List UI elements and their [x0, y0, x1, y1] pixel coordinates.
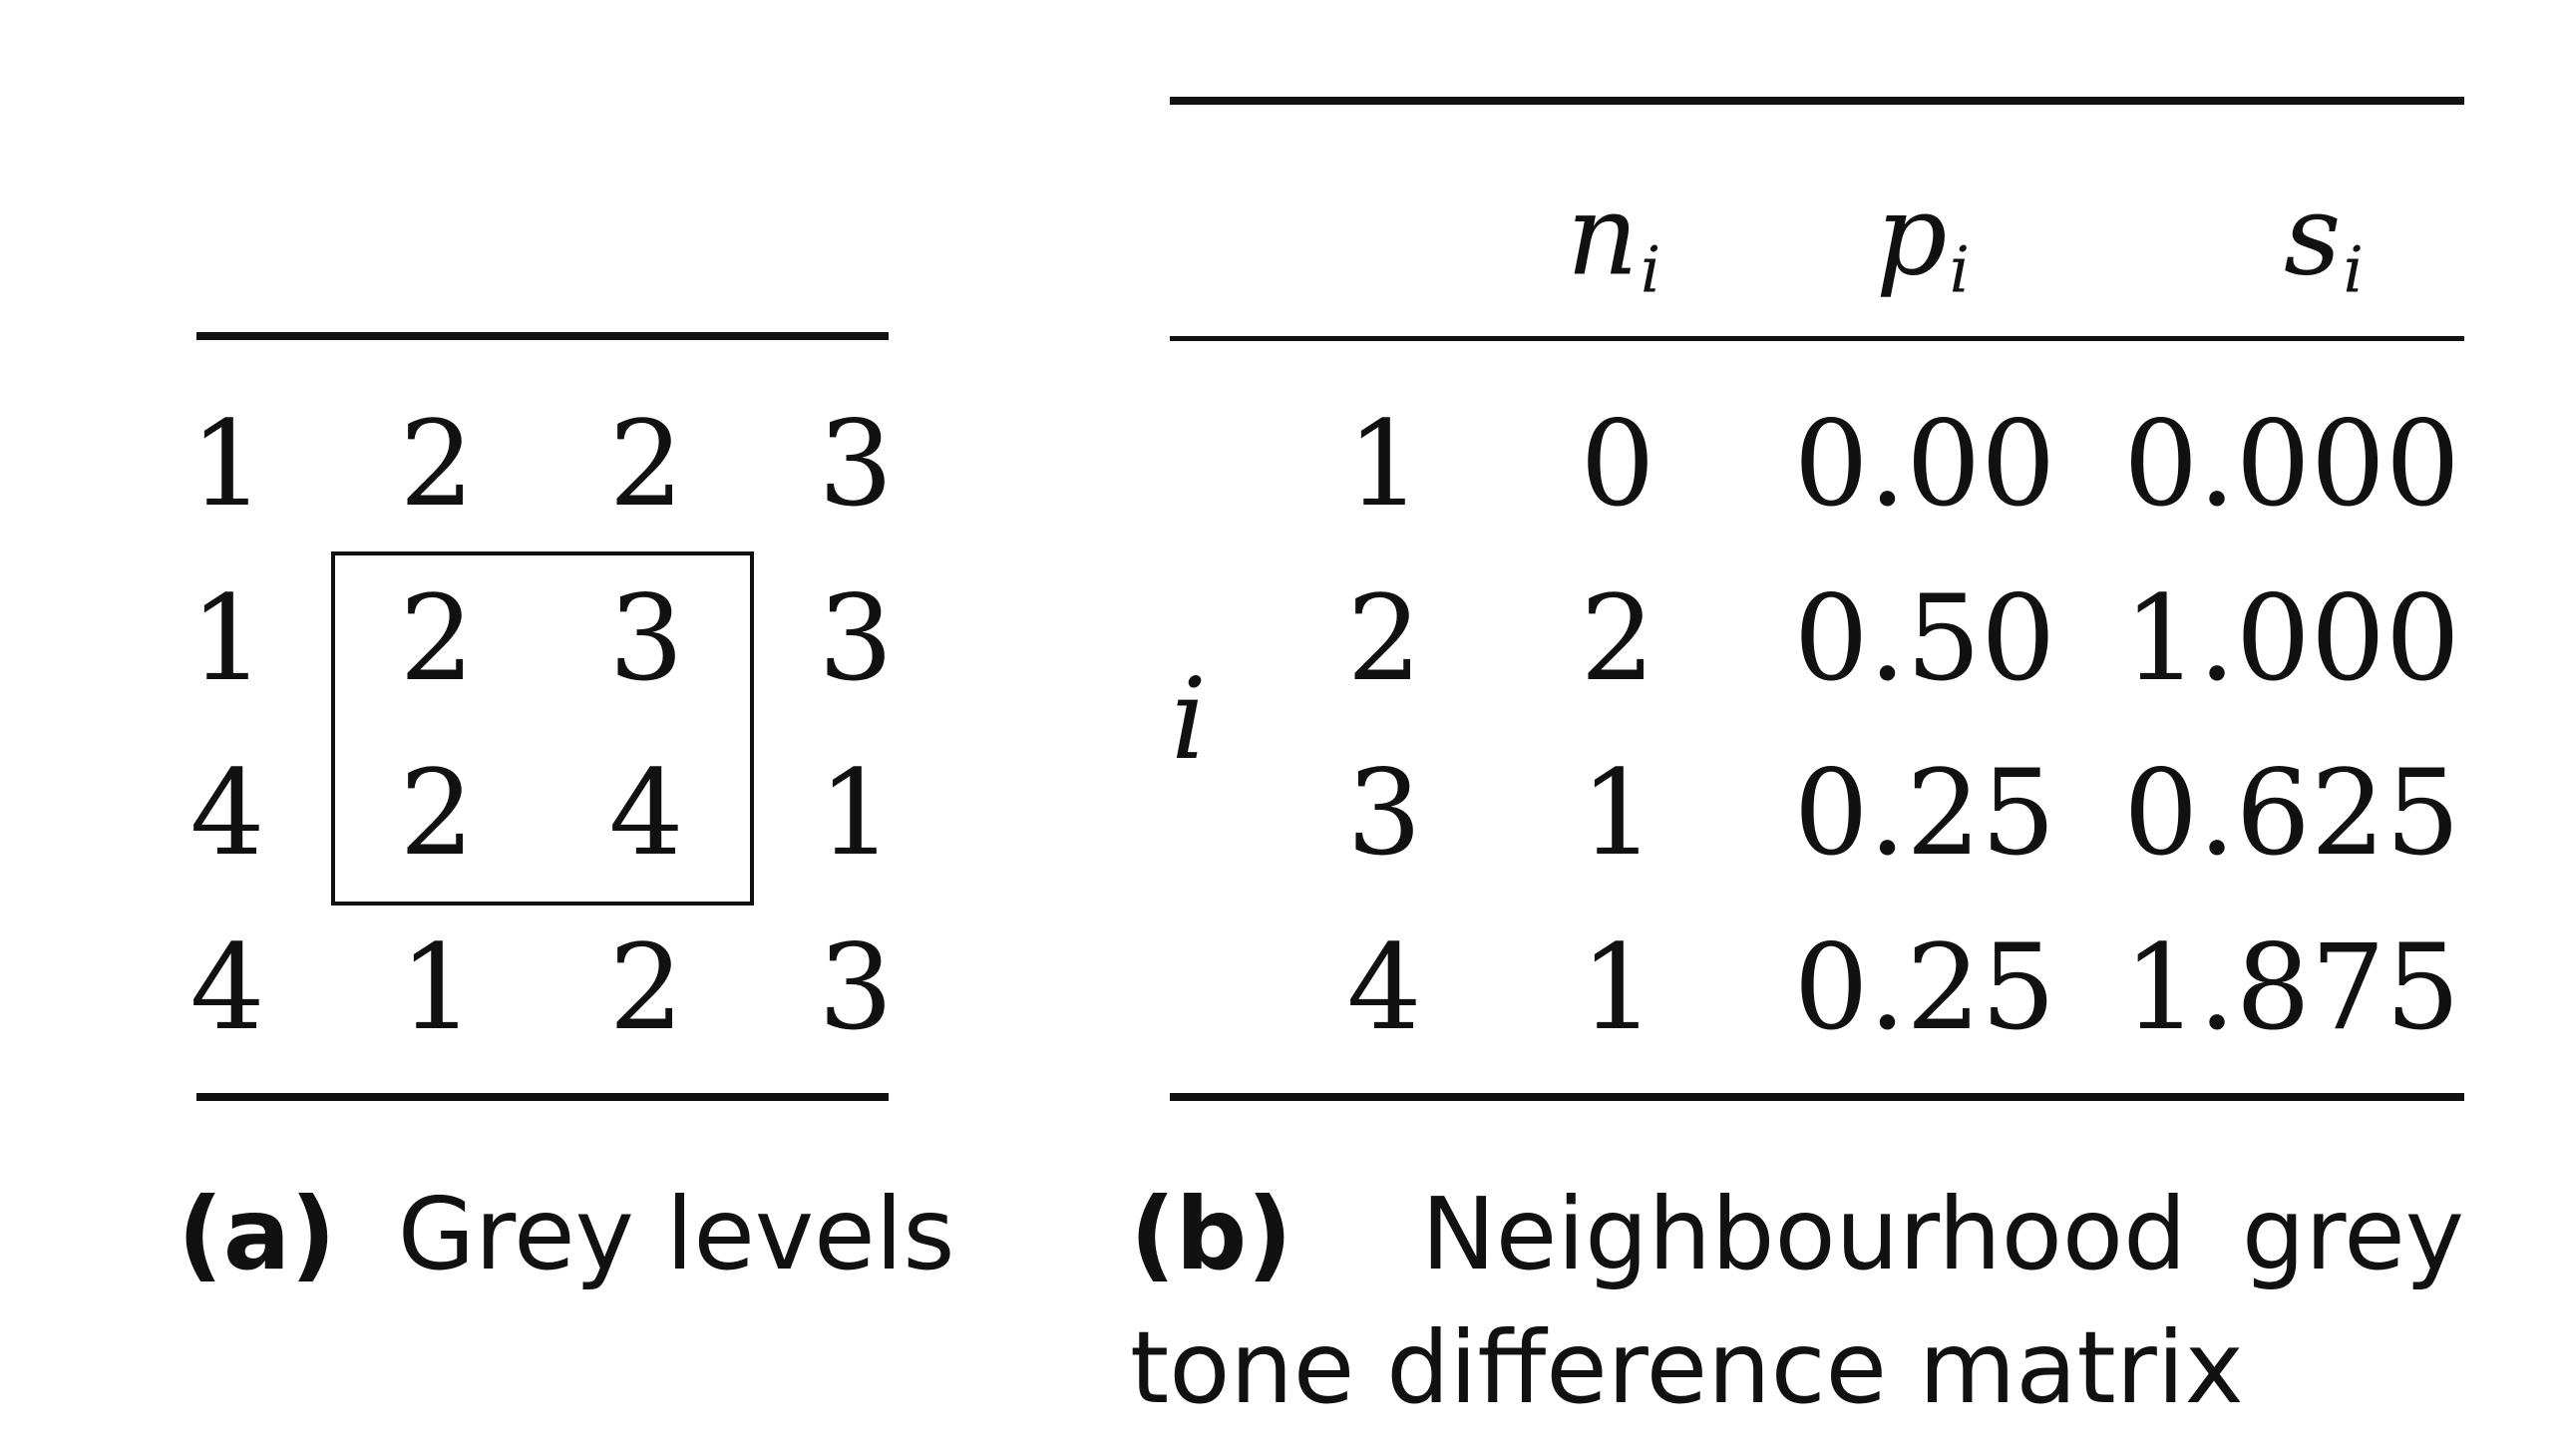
ngtdm-n-cell: 1: [1580, 744, 1655, 882]
ngtdm-s-cell: 0.000: [2123, 395, 2460, 533]
ngtdm-i-cell: 4: [1346, 918, 1422, 1056]
caption-b-label: (b): [1130, 1176, 1292, 1292]
grey-cell: 3: [818, 395, 894, 533]
ngtdm-p-cell: 0.25: [1793, 744, 2056, 882]
ngtdm-n-cell: 0: [1580, 395, 1655, 533]
ngtdm-top-rule: [1170, 97, 2464, 105]
ngtdm-p-cell: 0.25: [1793, 918, 2056, 1056]
grey-cell: 3: [818, 918, 894, 1056]
ngtdm-p-cell: 0.00: [1793, 395, 2056, 533]
grey-cell: 3: [608, 569, 684, 707]
ngtdm-i-cell: 3: [1346, 744, 1422, 882]
column-header-p-base: p: [1875, 171, 1948, 301]
caption-b-line2: tone difference matrix: [1130, 1309, 2244, 1426]
caption-a: (a) Grey levels: [178, 1185, 954, 1284]
ngtdm-s-cell: 1.000: [2123, 569, 2460, 707]
ngtdm-p-cell: 0.50: [1793, 569, 2056, 707]
ngtdm-bottom-rule: [1170, 1093, 2464, 1101]
grey-cell: 4: [189, 918, 265, 1056]
grey-cell: 4: [608, 744, 684, 882]
caption-a-label: (a): [178, 1176, 336, 1292]
caption-a-text: Grey levels: [397, 1176, 955, 1292]
ngtdm-n-cell: 2: [1580, 569, 1655, 707]
ngtdm-n-cell: 1: [1580, 918, 1655, 1056]
ngtdm-i-cell: 1: [1346, 395, 1422, 533]
grey-cell: 2: [399, 569, 475, 707]
column-header-s-sub: i: [2343, 233, 2364, 308]
grey-cell: 2: [608, 395, 684, 533]
grey-cell: 2: [608, 918, 684, 1056]
grey-cell: 2: [399, 395, 475, 533]
ngtdm-i-cell: 2: [1346, 569, 1422, 707]
caption-b-text-end: grey: [2241, 1176, 2464, 1292]
grey-cell: 1: [189, 569, 265, 707]
ngtdm-s-cell: 0.625: [2123, 744, 2460, 882]
grey-cell: 1: [189, 395, 265, 533]
caption-b-line1: (b) Neighbourhood grey: [1130, 1185, 2464, 1284]
grey-levels-bottom-rule: [196, 1093, 889, 1101]
grey-cell: 3: [818, 569, 894, 707]
column-header-s-base: s: [2284, 171, 2342, 301]
grey-cell: 1: [818, 744, 894, 882]
caption-b-text-start: Neighbourhood: [1421, 1176, 2187, 1292]
column-header-s: si: [2284, 181, 2364, 303]
column-header-p-sub: i: [1949, 233, 1971, 308]
grey-cell: 1: [399, 918, 475, 1056]
column-header-n-base: n: [1566, 171, 1639, 301]
ngtdm-mid-rule: [1170, 336, 2464, 341]
neighbourhood-box: [331, 551, 754, 906]
column-header-n: ni: [1567, 181, 1661, 303]
column-header-n-sub: i: [1640, 233, 1661, 308]
column-header-p: pi: [1876, 181, 1970, 303]
grey-cell: 4: [189, 744, 265, 882]
row-header-i: i: [1171, 655, 1207, 785]
grey-levels-top-rule: [196, 332, 889, 340]
grey-cell: 2: [399, 744, 475, 882]
ngtdm-s-cell: 1.875: [2123, 918, 2460, 1056]
